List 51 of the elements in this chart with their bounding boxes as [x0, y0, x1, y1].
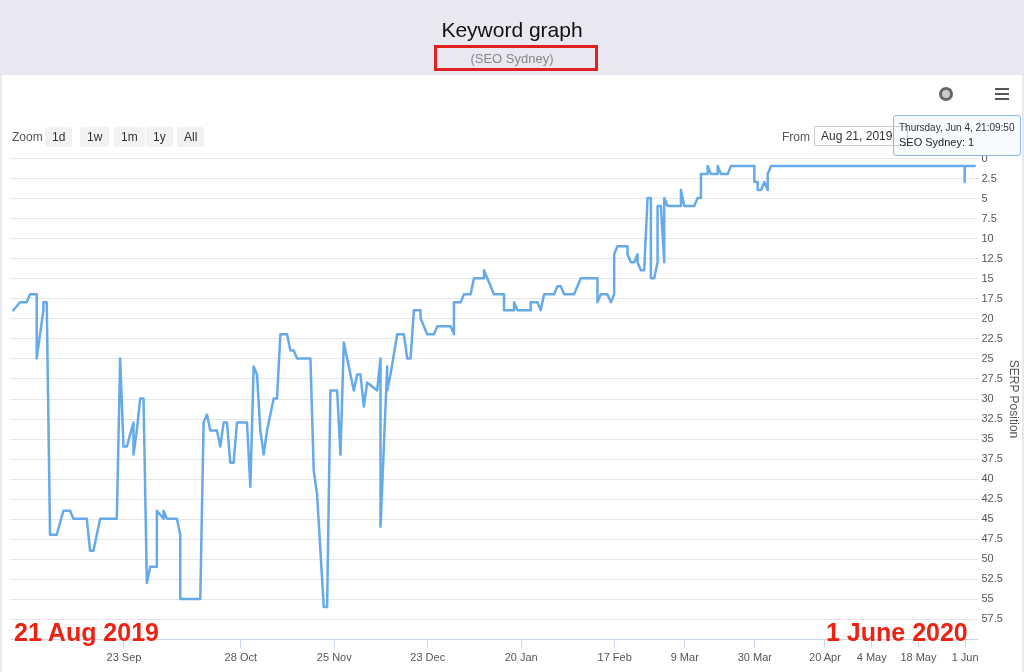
x-tick-label: 20 Apr [809, 650, 842, 663]
x-tick-label: 20 Jan [504, 650, 538, 663]
y-tick-label: 32.5 [981, 412, 1003, 425]
y-tick-label: 50 [981, 552, 994, 565]
text: 1d [45, 127, 73, 147]
annotation: 1 June 2020 [826, 618, 968, 647]
text: SEO Sydney: 1 [899, 136, 975, 148]
x-tick-label: 1 Jun [951, 650, 979, 663]
annotation: 21 Aug 2019 [14, 618, 159, 647]
text: 1w [80, 127, 110, 147]
y-tick-label: 22.5 [981, 331, 1003, 344]
y-tick-label: 10 [981, 231, 994, 244]
y-tick-label: 52.5 [981, 572, 1003, 585]
y-tick-label: 17.5 [981, 291, 1003, 304]
chart-title: Keyword graph [440, 18, 584, 42]
x-tick-label: 28 Oct [224, 650, 258, 663]
y-tick-label: 20 [981, 311, 994, 324]
y-tick-label: 42.5 [981, 492, 1003, 505]
x-tick-label: 17 Feb [597, 650, 632, 663]
y-tick-label: 37.5 [981, 452, 1003, 465]
y-tick-label: 35 [981, 432, 994, 445]
y-tick-label: 25 [981, 351, 994, 364]
x-tick-label: 25 Nov [316, 650, 353, 663]
y-tick-label: 7.5 [981, 211, 997, 224]
text: Thursday, Jun 4, 21:09:50 [899, 122, 1015, 133]
y-tick-label: 30 [981, 392, 994, 404]
y-tick-label: 5 [981, 191, 988, 204]
y-axis-title: SERP Position [1006, 359, 1021, 439]
chart-subtitle: (SEO Sydney) [469, 51, 555, 66]
text: 1y [146, 127, 173, 147]
x-tick-label: 4 May [856, 650, 888, 663]
y-tick-label: 15 [981, 271, 994, 284]
y-tick-label: 40 [981, 472, 994, 485]
x-tick-label: 23 Sep [106, 650, 142, 663]
y-tick-label: 27.5 [981, 371, 1003, 384]
text: All [177, 127, 205, 147]
y-tick-label: 45 [981, 512, 994, 525]
text: From [782, 130, 810, 144]
y-tick-label: 2.5 [981, 171, 997, 184]
text: Aug 21, 2019 [821, 129, 893, 143]
y-tick-label: 12.5 [981, 251, 1003, 264]
x-tick-label: 18 May [900, 650, 937, 663]
y-tick-label: 47.5 [981, 532, 1003, 545]
x-tick-label: 9 Mar [670, 650, 700, 663]
y-tick-label: 55 [981, 592, 994, 605]
text: Zoom [12, 130, 43, 144]
x-tick-label: 23 Dec [410, 650, 446, 663]
text: 1m [114, 127, 145, 147]
y-tick-label: 57.5 [981, 612, 1003, 625]
line-series [12, 164, 976, 609]
x-tick-label: 30 Mar [737, 650, 773, 663]
